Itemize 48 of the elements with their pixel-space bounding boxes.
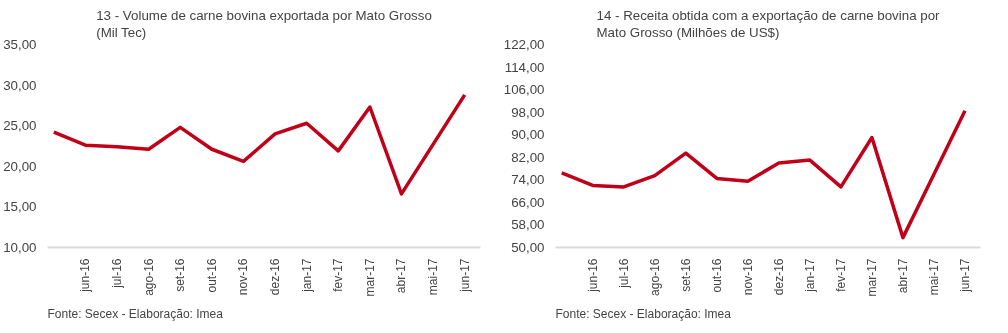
x-tick-label: mar-17 [362,258,377,297]
x-tick-label: mai-17 [926,258,941,296]
y-tick-label: 66,00 [511,194,545,210]
y-tick-label: 74,00 [511,172,545,188]
x-tick-label: jun-17 [457,258,472,293]
x-tick-label: jun-17 [957,258,972,293]
y-tick-label: 114,00 [504,59,545,75]
x-tick-label: jan-17 [299,258,314,293]
y-tick-label: 30,00 [3,77,37,93]
y-tick-label: 20,00 [3,158,37,174]
x-tick-label: jun-16 [78,258,93,293]
x-tick-label: jun-16 [585,258,600,293]
chart-title: 13 - Volume de carne bovina exportada por Mato Grosso (Mil Tec) [96,8,432,40]
y-tick-label: 90,00 [511,127,545,143]
y-tick-label: 50,00 [511,240,545,255]
source-note: Fonte: Secex - Elaboração: Imea [555,306,732,321]
x-tick-label: jul-16 [616,258,631,289]
x-tick-label: dez-16 [268,258,283,296]
x-tick-label: fev-17 [833,258,848,292]
x-tick-label: jan-17 [802,258,817,293]
y-tick-label: 15,00 [3,199,37,215]
y-tick-label: 35,00 [3,37,37,52]
source-note: Fonte: Secex - Elaboração: Imea [47,306,224,321]
y-tick-label: 82,00 [511,149,545,165]
x-tick-label: set-16 [678,258,693,292]
y-tick-label: 106,00 [503,82,545,98]
x-tick-label: jul-16 [110,258,125,289]
line-series [52,93,467,196]
x-tick-label: fev-17 [331,258,346,292]
x-tick-label: abr-17 [394,258,409,294]
y-tick-label: 98,00 [511,104,545,120]
line-series [559,109,967,240]
y-tick-label: 122,00 [503,37,545,52]
x-tick-label: ago-16 [141,258,156,296]
x-tick-label: out-16 [709,258,724,293]
x-tick-label: set-16 [173,258,188,292]
y-tick-label: 10,00 [3,240,37,255]
x-tick-label: abr-17 [895,258,910,294]
x-tick-label: mar-17 [864,258,879,297]
chart-title: 14 - Receita obtida com a exportação de carne bovina por Mato Grosso (Milhões de US$) [596,8,941,40]
x-tick-label: out-16 [204,258,219,293]
x-tick-label: ago-16 [647,258,662,296]
y-tick-label: 58,00 [511,217,545,233]
x-tick-label: mai-17 [426,258,441,296]
x-tick-label: dez-16 [771,258,786,296]
x-tick-label: nov-16 [236,258,251,296]
y-tick-label: 25,00 [3,118,37,134]
x-tick-label: nov-16 [740,258,755,296]
